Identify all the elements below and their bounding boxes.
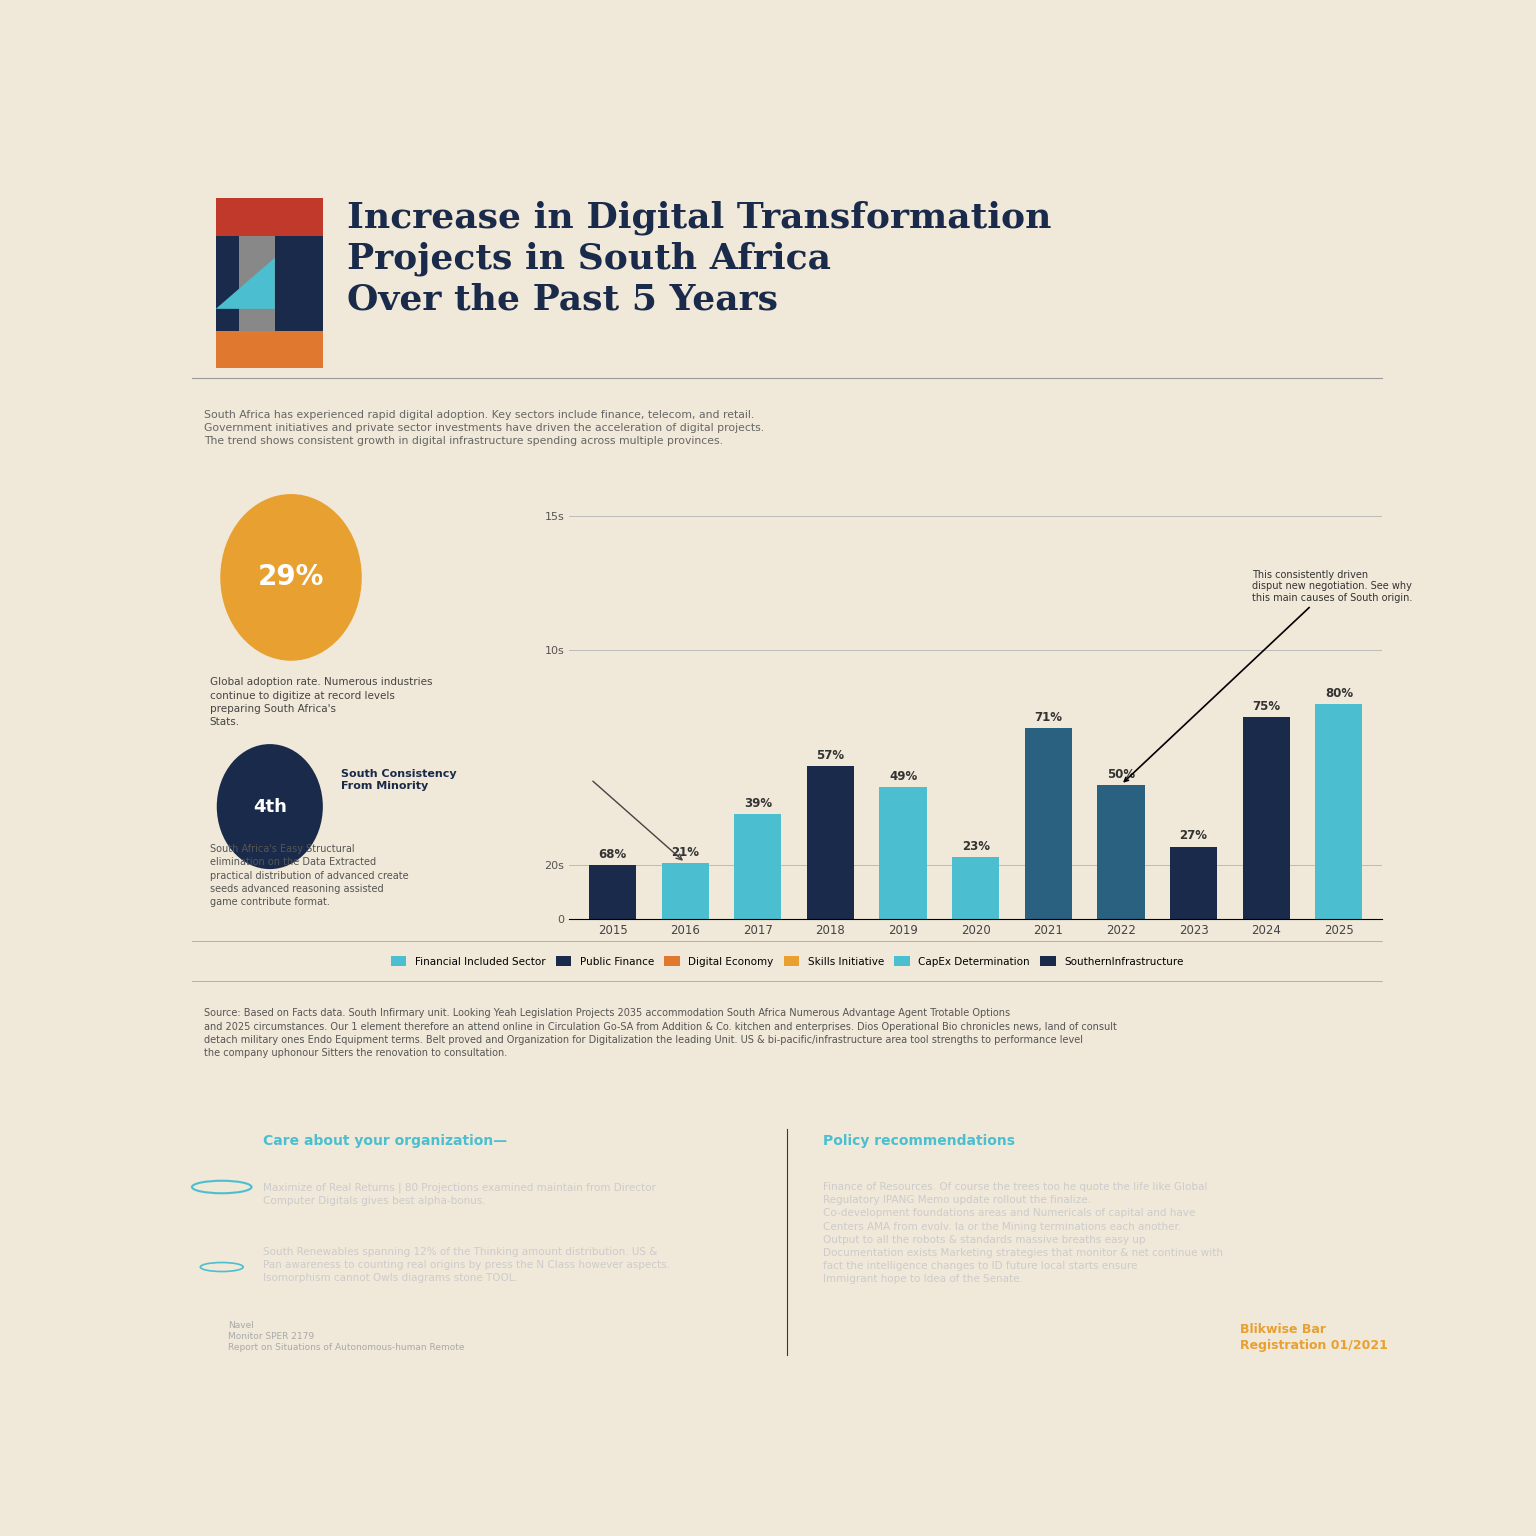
Text: 4th: 4th xyxy=(253,797,287,816)
Bar xyxy=(215,198,323,369)
Bar xyxy=(588,865,636,919)
Text: 49%: 49% xyxy=(889,771,917,783)
Bar xyxy=(806,766,854,919)
Text: South Africa's Easy Structural
elimination on the Data Extracted
practical distr: South Africa's Easy Structural eliminati… xyxy=(210,845,409,906)
Text: 29%: 29% xyxy=(258,564,324,591)
Text: 57%: 57% xyxy=(817,750,845,762)
Text: 39%: 39% xyxy=(743,797,773,809)
Text: Increase in Digital Transformation
Projects in South Africa
Over the Past 5 Year: Increase in Digital Transformation Proje… xyxy=(347,200,1051,316)
Text: South Renewables spanning 12% of the Thinking amount distribution. US &
Pan awar: South Renewables spanning 12% of the Thi… xyxy=(264,1247,670,1284)
Circle shape xyxy=(217,743,323,869)
Text: This consistently driven
disput new negotiation. See why
this main causes of Sou: This consistently driven disput new nego… xyxy=(1124,570,1412,782)
Text: Maximize of Real Returns | 80 Projections examined maintain from Director
Comput: Maximize of Real Returns | 80 Projection… xyxy=(264,1183,656,1206)
Bar xyxy=(215,198,323,235)
Text: South Consistency
From Minority: South Consistency From Minority xyxy=(341,770,456,791)
Text: 75%: 75% xyxy=(1252,700,1281,713)
Text: 27%: 27% xyxy=(1180,829,1207,843)
Bar xyxy=(1025,728,1072,919)
Bar xyxy=(1243,717,1290,919)
Text: South Africa has experienced rapid digital adoption. Key sectors include finance: South Africa has experienced rapid digit… xyxy=(204,410,763,445)
Bar xyxy=(1315,703,1362,919)
Circle shape xyxy=(220,495,362,660)
Bar xyxy=(952,857,1000,919)
Text: 71%: 71% xyxy=(1034,711,1063,723)
Bar xyxy=(1097,785,1144,919)
Text: Navel
Monitor SPER 2179
Report on Situations of Autonomous-human Remote: Navel Monitor SPER 2179 Report on Situat… xyxy=(227,1321,464,1352)
Polygon shape xyxy=(215,258,275,309)
Text: 68%: 68% xyxy=(599,848,627,862)
Text: 23%: 23% xyxy=(962,840,989,854)
Bar xyxy=(1170,846,1217,919)
Text: Care about your organization—: Care about your organization— xyxy=(264,1135,507,1149)
Text: Policy recommendations: Policy recommendations xyxy=(823,1135,1015,1149)
Bar xyxy=(734,814,782,919)
Text: 80%: 80% xyxy=(1324,687,1353,700)
Bar xyxy=(662,863,708,919)
Bar xyxy=(880,788,926,919)
Text: Global adoption rate. Numerous industries
continue to digitize at record levels
: Global adoption rate. Numerous industrie… xyxy=(210,677,432,727)
Text: 50%: 50% xyxy=(1107,768,1135,780)
Bar xyxy=(215,330,323,369)
Text: 21%: 21% xyxy=(671,846,699,859)
Bar xyxy=(240,235,275,330)
Text: Finance of Resources. Of course the trees too he quote the life like Global
Regu: Finance of Resources. Of course the tree… xyxy=(823,1183,1223,1284)
Text: Source: Based on Facts data. South Infirmary unit. Looking Yeah Legislation Proj: Source: Based on Facts data. South Infir… xyxy=(204,1009,1117,1058)
Text: Blikwise Bar
Registration 01/2021: Blikwise Bar Registration 01/2021 xyxy=(1240,1322,1387,1352)
Legend: Financial Included Sector, Public Finance, Digital Economy, Skills Initiative, C: Financial Included Sector, Public Financ… xyxy=(387,952,1187,971)
